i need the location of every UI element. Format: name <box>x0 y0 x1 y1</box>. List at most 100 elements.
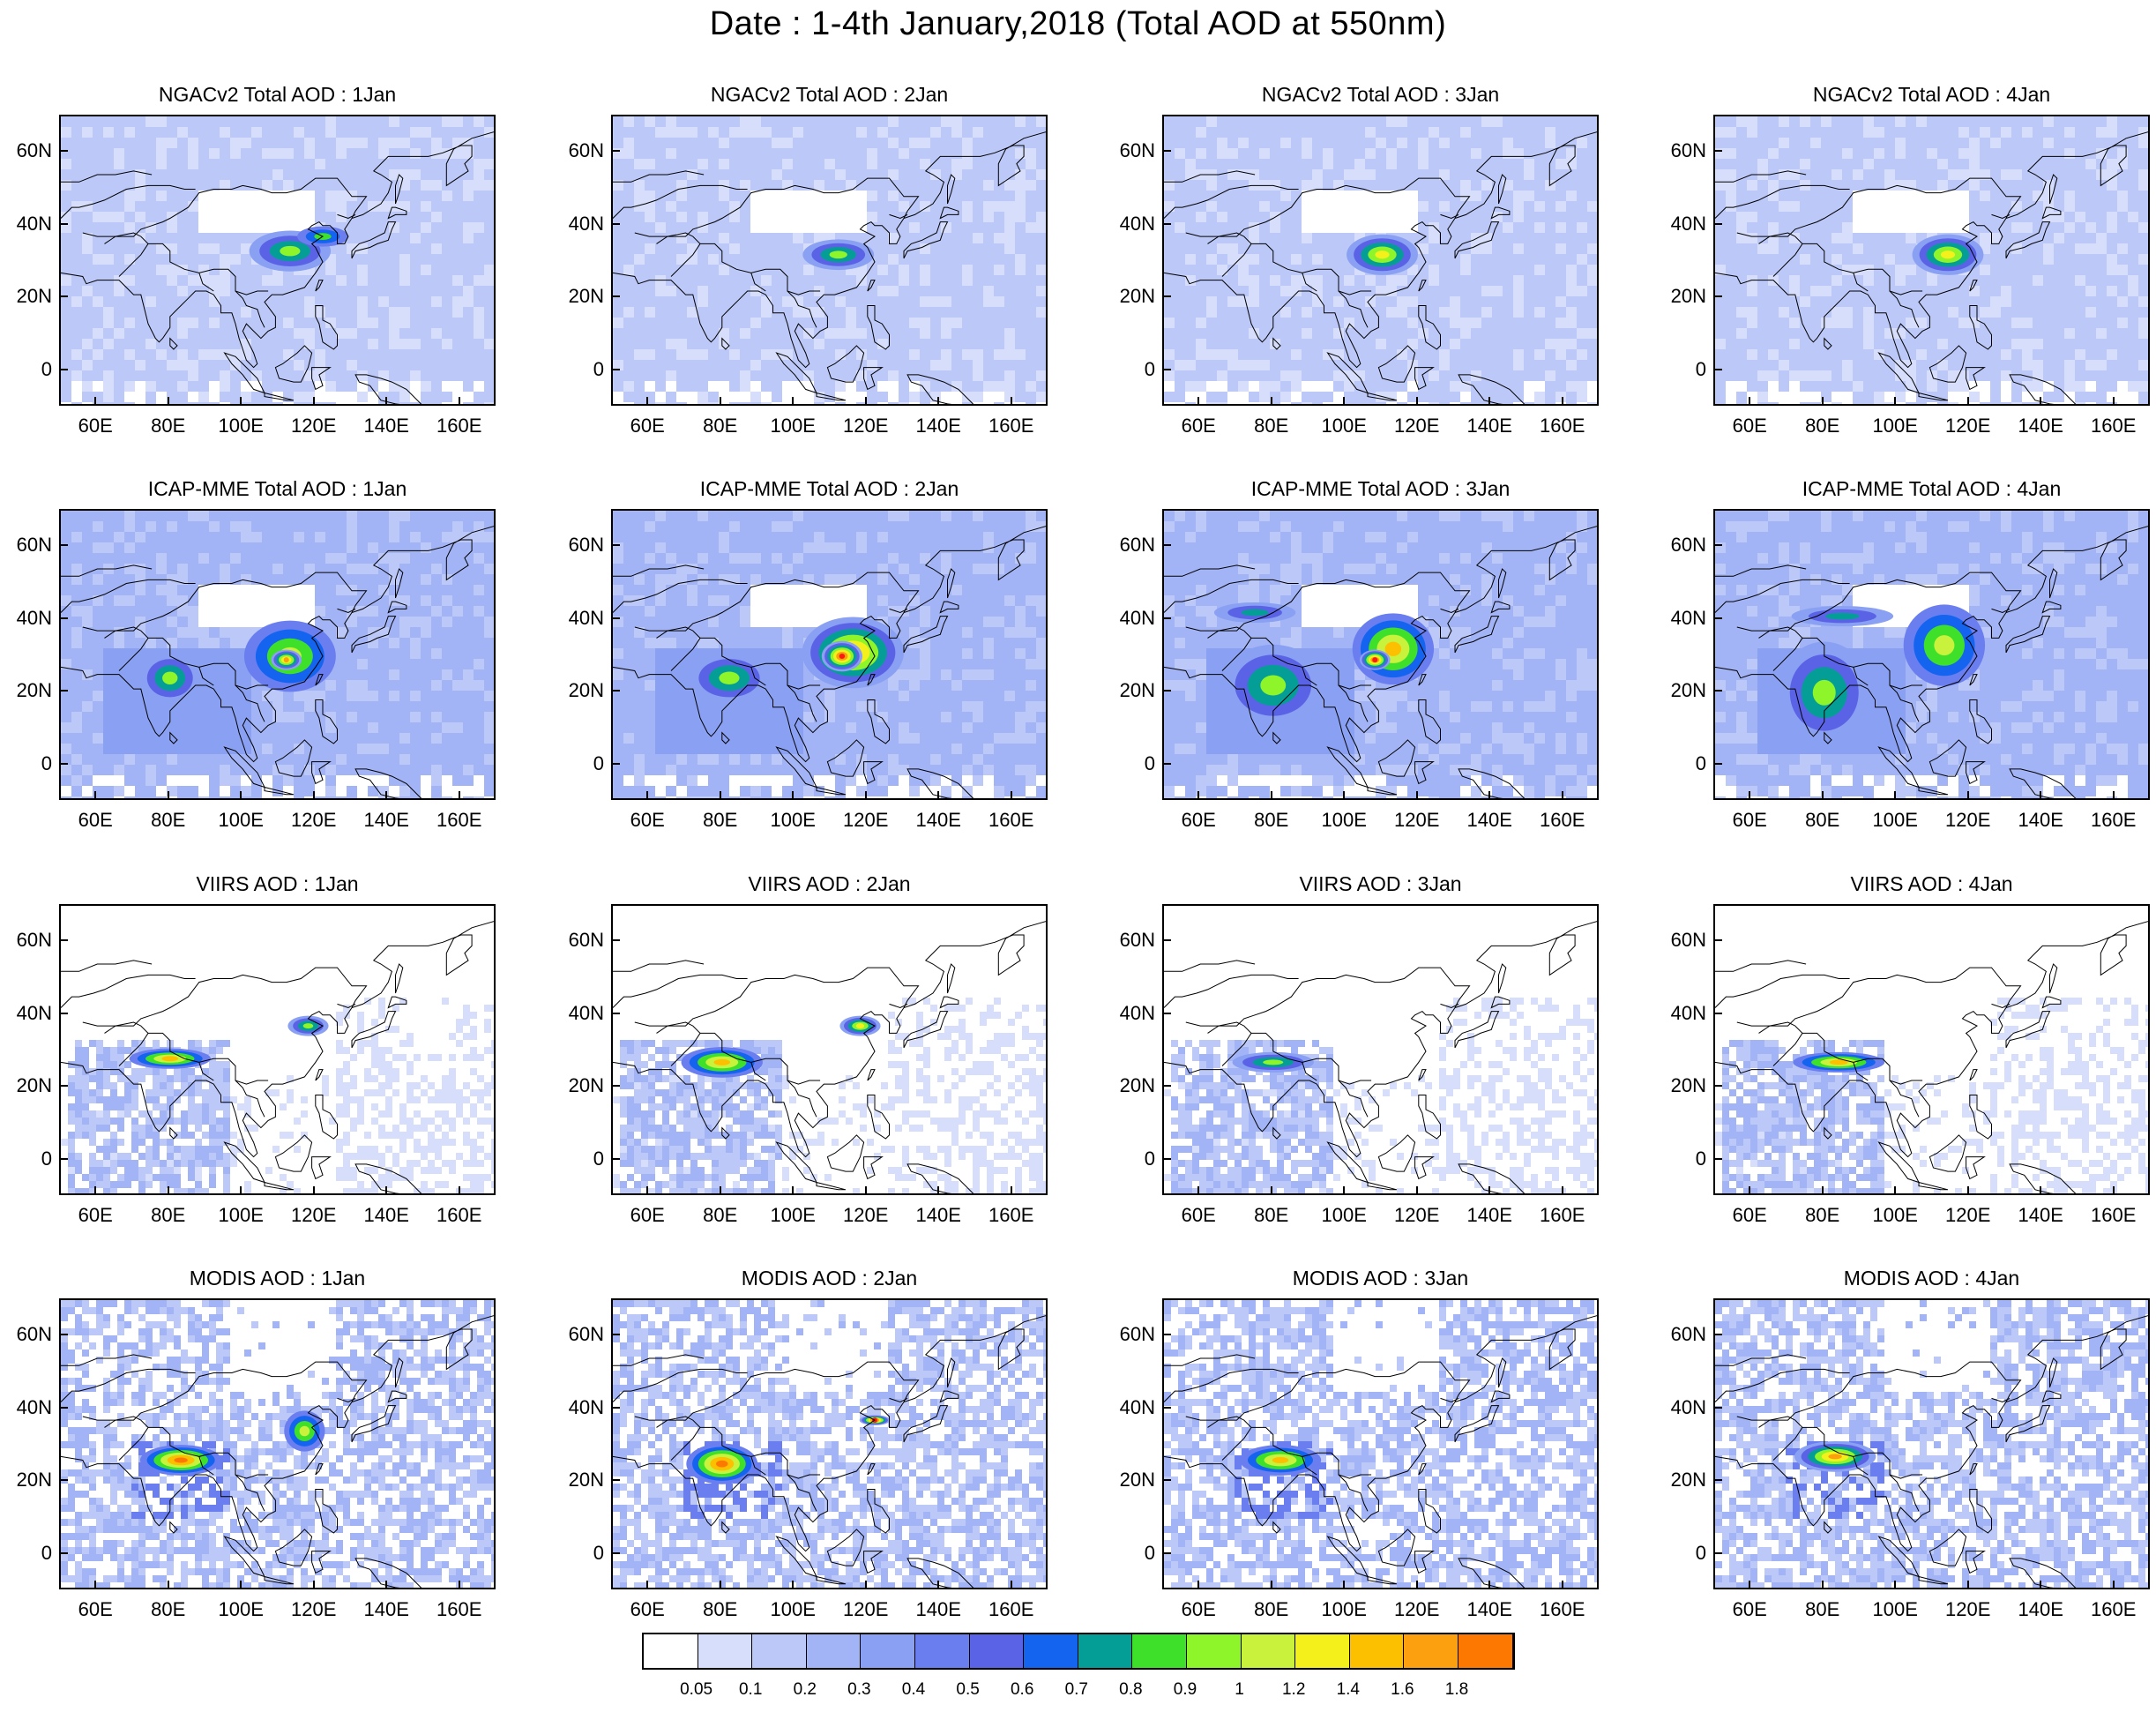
x-tick-mark <box>240 1581 242 1588</box>
y-tick-label: 40N <box>1670 1001 1706 1024</box>
x-tick-label: 80E <box>151 1204 186 1226</box>
panel-title: MODIS AOD : 4Jan <box>1843 1267 2020 1290</box>
map-panel: VIIRS AOD : 2Jan 60N 40N 20N 0 60E 80E 100E 120E… <box>569 872 1048 1226</box>
x-tick-label: 140E <box>363 415 409 437</box>
x-tick-label: 140E <box>1466 1204 1512 1226</box>
panel-title: ICAP-MME Total AOD : 1Jan <box>147 477 407 500</box>
x-tick-label: 120E <box>1945 809 1991 831</box>
coastlines <box>1164 526 1597 798</box>
colorbar-swatch <box>1349 1634 1405 1668</box>
colorbar-label: 0.2 <box>793 1680 817 1699</box>
y-tick-mark <box>613 1334 620 1336</box>
x-tick-label: 100E <box>770 1204 816 1226</box>
map-panel: NGACv2 Total AOD : 4Jan 60N 40N 20N 0 60E 80E 1… <box>1671 83 2150 437</box>
x-tick-mark <box>792 791 795 798</box>
x-tick-label: 140E <box>2018 1204 2063 1226</box>
y-tick-label: 0 <box>1144 1541 1155 1564</box>
x-tick-label: 60E <box>78 1598 113 1620</box>
y-tick-label: 40N <box>1119 1395 1155 1418</box>
x-tick-mark <box>240 397 242 404</box>
x-tick-mark <box>1966 791 1969 798</box>
x-tick-label: 140E <box>915 809 961 831</box>
panel-title: VIIRS AOD : 2Jan <box>748 872 911 895</box>
y-tick-mark <box>1164 1157 1171 1160</box>
y-tick-mark <box>61 222 68 225</box>
coastlines <box>61 526 494 798</box>
x-tick-mark <box>1343 1581 1346 1588</box>
x-tick-label: 80E <box>1254 1204 1289 1226</box>
y-tick-label: 0 <box>41 751 52 774</box>
y-tick-label: 20N <box>16 1469 52 1492</box>
y-tick-label: 20N <box>1119 285 1155 308</box>
x-tick-label: 120E <box>291 1598 337 1620</box>
aod-field <box>61 1300 494 1588</box>
y-tick-mark <box>61 150 68 153</box>
colorbar-label: 0.7 <box>1064 1680 1088 1699</box>
y-tick-label: 40N <box>16 1395 52 1418</box>
colorbar-label: 0.3 <box>847 1680 871 1699</box>
x-tick-mark <box>1561 791 1563 798</box>
x-tick-mark <box>1415 397 1418 404</box>
x-tick-mark <box>1197 791 1200 798</box>
coastlines <box>1164 131 1597 404</box>
x-tick-label: 120E <box>1394 1598 1440 1620</box>
panel-title: VIIRS AOD : 4Jan <box>1850 872 2013 895</box>
x-tick-mark <box>1197 1581 1200 1588</box>
x-tick-mark <box>719 1581 721 1588</box>
x-tick-label: 160E <box>988 809 1034 831</box>
x-tick-label: 100E <box>1321 415 1367 437</box>
x-tick-mark <box>385 1186 388 1193</box>
x-tick-mark <box>719 1186 721 1193</box>
x-tick-label: 80E <box>1805 1598 1840 1620</box>
coastlines <box>613 526 1046 798</box>
panel-title: MODIS AOD : 3Jan <box>1292 1267 1469 1290</box>
y-tick-mark <box>613 1551 620 1554</box>
x-tick-mark <box>385 397 388 404</box>
y-tick-label: 0 <box>1695 1147 1706 1170</box>
x-tick-mark <box>1343 1186 1346 1193</box>
y-tick-mark <box>1715 939 1722 942</box>
y-tick-mark <box>613 939 620 942</box>
y-tick-mark <box>61 939 68 942</box>
y-tick-label: 0 <box>593 1541 604 1564</box>
x-tick-label: 80E <box>1254 809 1289 831</box>
colorbar-swatch <box>644 1634 698 1668</box>
map-panel: NGACv2 Total AOD : 2Jan 60N 40N 20N 0 60E 80E 1… <box>569 83 1048 437</box>
y-tick-mark <box>613 295 620 298</box>
coastlines <box>1164 1315 1597 1588</box>
y-tick-mark <box>613 1085 620 1088</box>
colorbar-swatch <box>806 1634 862 1668</box>
aod-field <box>1164 116 1597 404</box>
x-tick-label: 80E <box>1254 415 1289 437</box>
x-tick-label: 60E <box>78 809 113 831</box>
colorbar-swatch <box>969 1634 1025 1668</box>
y-tick-label: 60N <box>1670 929 1706 952</box>
y-tick-label: 40N <box>1670 1395 1706 1418</box>
x-tick-mark <box>1749 791 1751 798</box>
x-tick-mark <box>312 1186 315 1193</box>
y-tick-label: 60N <box>1670 1323 1706 1346</box>
panel-title: ICAP-MME Total AOD : 4Jan <box>1802 477 2062 500</box>
colorbar-swatch <box>861 1634 915 1668</box>
y-tick-mark <box>1715 368 1722 370</box>
x-tick-mark <box>1415 1581 1418 1588</box>
y-tick-mark <box>61 1157 68 1160</box>
aod-field <box>1715 116 2148 404</box>
x-tick-mark <box>1010 1581 1012 1588</box>
x-tick-mark <box>94 1581 97 1588</box>
aod-plume <box>1940 250 1956 259</box>
y-tick-mark <box>1715 690 1722 692</box>
x-tick-mark <box>1749 1186 1751 1193</box>
x-tick-label: 140E <box>2018 415 2063 437</box>
x-tick-mark <box>167 1186 169 1193</box>
y-tick-mark <box>61 295 68 298</box>
map-plot <box>59 509 496 800</box>
x-tick-mark <box>1197 397 1200 404</box>
y-tick-mark <box>61 368 68 370</box>
aod-field <box>1715 1300 2148 1588</box>
aod-plume <box>162 671 178 684</box>
x-tick-mark <box>2112 1186 2115 1193</box>
main-title: Date : 1-4th January,2018 (Total AOD at … <box>709 5 1447 42</box>
colorbar-swatch <box>1132 1634 1187 1668</box>
map-panel: MODIS AOD : 2Jan 60N 40N 20N 0 60E 80E 100E 120E… <box>569 1267 1048 1620</box>
